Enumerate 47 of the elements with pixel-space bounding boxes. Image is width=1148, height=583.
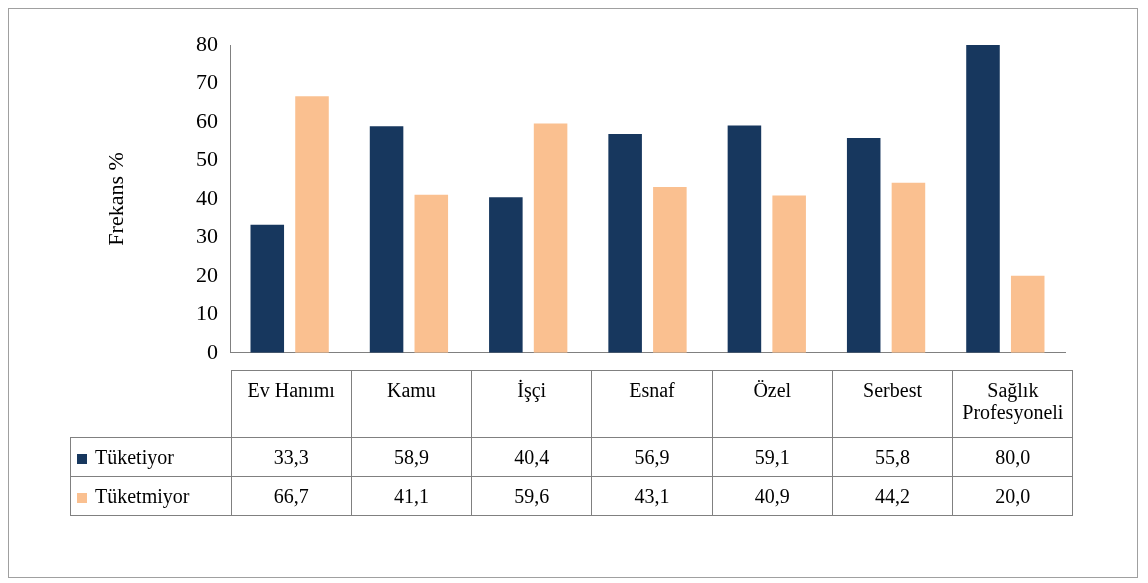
data-label: 59,1 [712, 437, 833, 477]
bar [608, 133, 642, 353]
bar [414, 194, 449, 353]
y-tick-label: 70 [196, 69, 218, 95]
data-label: 58,9 [351, 437, 472, 477]
data-label: 20,0 [952, 476, 1073, 516]
y-tick-label: 60 [196, 107, 218, 133]
data-label: 55,8 [832, 437, 953, 477]
legend-label: Tüketiyor [70, 437, 231, 477]
legend-label: Tüketmiyor [70, 476, 231, 516]
x-tick-label: Esnaf [591, 370, 713, 438]
x-tick-label: Kamu [351, 370, 472, 438]
y-tick-label: 50 [196, 146, 218, 172]
bar [533, 123, 568, 353]
data-label: 80,0 [952, 437, 1073, 477]
x-tick-label: Ev Hanımı [231, 370, 352, 438]
bar [653, 186, 687, 353]
y-axis-title: Frekans % [102, 152, 128, 246]
data-label: 44,2 [832, 476, 953, 516]
bar [369, 126, 404, 353]
y-tick-label: 30 [196, 223, 218, 249]
y-tick-label: 20 [196, 261, 218, 287]
data-label: 40,9 [712, 476, 833, 516]
data-label: 40,4 [471, 437, 592, 477]
data-label: 41,1 [351, 476, 472, 516]
data-label: 43,1 [591, 476, 713, 516]
bar [846, 138, 881, 353]
bar [891, 182, 926, 353]
y-tick-label: 40 [196, 184, 218, 210]
data-label: 59,6 [471, 476, 592, 516]
bar [966, 45, 1000, 353]
x-tick-label: Özel [712, 370, 833, 438]
data-label: 33,3 [231, 437, 352, 477]
bar [772, 195, 806, 353]
y-tick-label: 10 [196, 300, 218, 326]
y-tick-label: 0 [207, 338, 218, 364]
x-tick-label: Sağlık Profesyoneli [952, 370, 1073, 438]
bar [489, 197, 523, 353]
bar [727, 125, 762, 353]
y-tick-label: 80 [196, 30, 218, 56]
bar [250, 224, 285, 353]
bar [295, 96, 329, 353]
x-tick-label: İşçi [471, 370, 592, 438]
data-label: 66,7 [231, 476, 352, 516]
data-label: 56,9 [591, 437, 713, 477]
bar [1010, 275, 1045, 353]
x-tick-label: Serbest [832, 370, 953, 438]
